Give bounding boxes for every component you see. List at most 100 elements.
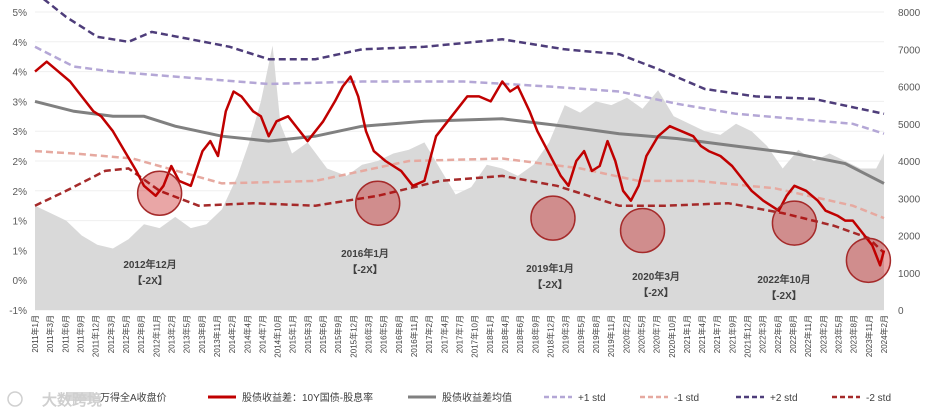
x-tick-label: 2011年3月 <box>45 315 55 353</box>
highlight-circle <box>354 180 401 226</box>
annotations: 2012年12月【-2X】2016年1月【-2X】 2019年1月【-2X】202… <box>123 247 810 302</box>
x-tick-label: 2017年4月 <box>439 315 449 353</box>
x-tick-label: 2017年10月 <box>470 315 480 358</box>
x-tick-label: 2022年11月 <box>803 315 813 357</box>
legend-label: -1 std <box>674 393 699 404</box>
area-series <box>35 45 884 310</box>
legend-label: +2 std <box>770 393 798 404</box>
annotation-title: 2012年12月 <box>123 258 176 271</box>
x-tick-label: 2018年9月 <box>530 315 540 353</box>
annotation-title: 2019年1月 <box>526 262 574 275</box>
x-tick-label: 2018年1月 <box>485 315 495 353</box>
x-tick-label: 2012年8月 <box>136 315 146 353</box>
x-tick-label: 2017年7月 <box>455 315 465 353</box>
right-tick-label: 2000 <box>898 232 921 243</box>
x-tick-label: 2021年4月 <box>697 315 707 353</box>
x-tick-label: 2019年3月 <box>561 315 571 353</box>
legend-label: +1 std <box>578 393 606 404</box>
x-tick-label: 2021年1月 <box>682 315 692 353</box>
x-tick-label: 2020年2月 <box>621 315 631 353</box>
watermark-text: 大数跨境 <box>42 391 102 409</box>
highlight-circle <box>530 195 576 241</box>
line-series <box>34 0 886 267</box>
legend-label: 股债收益差均值 <box>442 391 512 404</box>
right-axis-ticks: 8000 7000 6000 5000 4000 3000 2000 1000 0 <box>898 8 921 317</box>
x-tick-label: 2013年2月 <box>166 315 176 353</box>
x-tick-label: 2022年6月 <box>773 315 783 353</box>
series-area-wind-a <box>35 45 884 310</box>
x-tick-label: 2020年10月 <box>667 315 677 358</box>
x-tick-label: 2015年1月 <box>288 315 298 353</box>
x-tick-label: 2021年9月 <box>727 315 737 353</box>
x-tick-label: 2013年11月 <box>212 315 222 357</box>
x-tick-label: 2015年12月 <box>348 315 358 358</box>
left-axis-ticks: 5% 4% 4% 3% 3% 2% 2% 1% 1% 0% -1% <box>9 8 27 317</box>
left-tick-label: 2% <box>13 187 28 198</box>
x-tick-label: 2013年8月 <box>197 315 207 353</box>
right-tick-label: 4000 <box>898 157 921 168</box>
right-tick-label: 0 <box>898 306 904 317</box>
left-tick-label: 3% <box>13 97 28 108</box>
annotation-sub: 【-2X】 <box>532 278 568 291</box>
legend: 万得全A收盘价 股债收益差：10Y国债-股息率 股债收益差均值 +1 std -1 st… <box>66 391 891 404</box>
x-tick-label: 2024年2月 <box>879 315 889 353</box>
legend-label: 股债收益差：10Y国债-股息率 <box>242 391 373 404</box>
x-tick-label: 2011年12月 <box>91 315 101 357</box>
x-tick-label: 2016年11月 <box>409 315 419 357</box>
x-tick-label: 2018年4月 <box>500 315 510 353</box>
left-tick-label: 2% <box>13 157 28 168</box>
x-tick-label: 2018年12月 <box>545 315 555 358</box>
x-tick-label: 2014年2月 <box>227 315 237 353</box>
right-tick-label: 6000 <box>898 83 921 94</box>
series-line <box>34 60 886 267</box>
left-tick-label: 5% <box>13 8 28 19</box>
x-tick-label: 2012年5月 <box>121 315 131 353</box>
series-line <box>34 99 885 185</box>
x-tick-label: 2016年5月 <box>379 315 389 353</box>
left-tick-label: 1% <box>13 246 28 257</box>
annotation-sub: 【-2X】 <box>347 263 383 276</box>
annotation-sub: 【-2X】 <box>638 286 674 299</box>
right-tick-label: 1000 <box>898 269 921 280</box>
x-tick-label: 2011年1月 <box>30 315 40 353</box>
x-tick-label: 2020年5月 <box>636 315 646 353</box>
x-tick-label: 2020年7月 <box>652 315 662 353</box>
legend-label: -2 std <box>866 393 891 404</box>
right-tick-label: 7000 <box>898 45 921 56</box>
x-tick-label: 2023年2月 <box>818 315 828 353</box>
x-tick-label: 2023年8月 <box>849 315 859 353</box>
left-tick-label: 1% <box>13 217 28 228</box>
x-tick-label: 2015年6月 <box>318 315 328 353</box>
x-tick-label: 2011年9月 <box>75 315 85 353</box>
right-tick-label: 3000 <box>898 194 921 205</box>
series-line <box>34 149 885 220</box>
series-line <box>42 0 885 116</box>
x-tick-label: 2014年4月 <box>242 315 252 353</box>
x-tick-label: 2021年12月 <box>743 315 753 358</box>
x-tick-label: 2018年6月 <box>515 315 525 353</box>
x-tick-label: 2023年5月 <box>834 315 844 353</box>
annotation-title: 2020年3月 <box>632 270 680 283</box>
right-tick-label: 5000 <box>898 120 921 131</box>
left-tick-label: 4% <box>13 68 28 79</box>
highlight-circle <box>771 200 818 246</box>
annotation-sub: 【-2X】 <box>132 274 168 287</box>
x-tick-label: 2017年2月 <box>424 315 434 353</box>
annotation-title: 2022年10月 <box>757 273 810 286</box>
left-tick-label: 4% <box>13 38 28 49</box>
series-line <box>34 167 885 254</box>
highlight-circle <box>845 237 892 284</box>
x-tick-label: 2019年8月 <box>591 315 601 353</box>
annotation-title: 2016年1月 <box>341 247 389 260</box>
x-tick-label: 2014年10月 <box>273 315 283 358</box>
legend-label: 万得全A收盘价 <box>100 391 167 404</box>
left-tick-label: 0% <box>13 276 28 287</box>
x-tick-label: 2011年6月 <box>60 315 70 353</box>
x-tick-label: 2015年3月 <box>303 315 313 353</box>
x-tick-label: 2014年7月 <box>257 315 267 353</box>
left-tick-label: 3% <box>13 127 28 138</box>
left-tick-label: -1% <box>9 306 27 317</box>
x-tick-label: 2012年3月 <box>106 315 116 353</box>
highlight-circle <box>136 170 183 217</box>
